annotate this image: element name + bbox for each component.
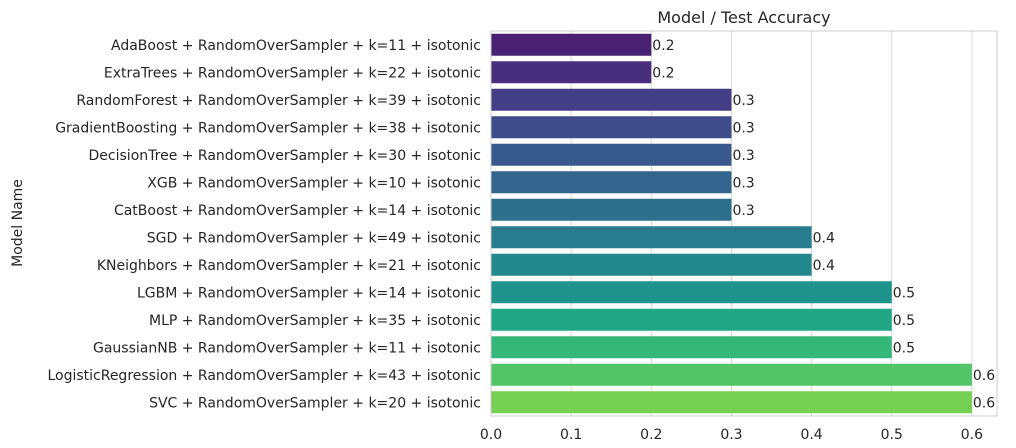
- value-label: 0.3: [732, 93, 754, 109]
- y-axis-label: Model Name: [10, 179, 26, 267]
- category-labels: AdaBoost + RandomOverSampler + k=11 + is…: [47, 38, 481, 412]
- bar: [491, 61, 652, 84]
- plot-frame: [490, 30, 998, 417]
- bar: [491, 363, 972, 386]
- value-label: 0.6: [973, 395, 995, 411]
- value-label: 0.6: [973, 368, 995, 384]
- bar: [491, 308, 892, 331]
- chart-title: Model / Test Accuracy: [657, 8, 830, 27]
- category-label: DecisionTree + RandomOverSampler + k=30 …: [89, 148, 481, 164]
- value-label: 0.3: [732, 203, 754, 219]
- x-tick-label: 0.2: [640, 427, 662, 443]
- category-label: SGD + RandomOverSampler + k=49 + isotoni…: [147, 230, 481, 246]
- x-tick-label: 0.3: [720, 427, 742, 443]
- bar: [491, 88, 732, 111]
- value-label: 0.2: [652, 65, 674, 81]
- bar: [491, 226, 812, 249]
- bar: [491, 253, 812, 276]
- value-label: 0.4: [813, 258, 835, 274]
- value-label: 0.3: [732, 148, 754, 164]
- category-label: ExtraTrees + RandomOverSampler + k=22 + …: [104, 65, 481, 81]
- x-tick-label: 0.0: [480, 427, 502, 443]
- category-label: AdaBoost + RandomOverSampler + k=11 + is…: [111, 38, 481, 54]
- bars: [491, 33, 972, 414]
- category-label: MLP + RandomOverSampler + k=35 + isotoni…: [149, 313, 481, 329]
- category-label: LGBM + RandomOverSampler + k=14 + isoton…: [137, 285, 481, 301]
- x-tick-label: 0.6: [961, 427, 983, 443]
- x-tick-label: 0.4: [800, 427, 822, 443]
- bar: [491, 391, 972, 414]
- category-label: SVC + RandomOverSampler + k=20 + isotoni…: [149, 395, 481, 411]
- category-label: KNeighbors + RandomOverSampler + k=21 + …: [97, 258, 481, 274]
- category-label: GaussianNB + RandomOverSampler + k=11 + …: [93, 340, 481, 356]
- x-tick-label: 0.5: [881, 427, 903, 443]
- bar: [491, 33, 652, 56]
- value-label: 0.5: [893, 313, 915, 329]
- x-tick-label: 0.1: [560, 427, 582, 443]
- category-label: LogisticRegression + RandomOverSampler +…: [47, 368, 481, 384]
- bar: [491, 198, 732, 221]
- bar: [491, 143, 732, 166]
- bar: [491, 281, 892, 304]
- value-label: 0.5: [893, 340, 915, 356]
- bar: [491, 116, 732, 139]
- bar: [491, 336, 892, 359]
- category-label: CatBoost + RandomOverSampler + k=14 + is…: [114, 203, 481, 219]
- value-label: 0.4: [813, 230, 835, 246]
- category-label: RandomForest + RandomOverSampler + k=39 …: [76, 93, 481, 109]
- value-label: 0.2: [652, 38, 674, 54]
- category-label: XGB + RandomOverSampler + k=10 + isotoni…: [147, 175, 481, 191]
- value-label: 0.5: [893, 285, 915, 301]
- bar: [491, 171, 732, 194]
- value-labels: 0.2 0.2 0.3 0.3 0.3 0.3 0.3 0.4 0.4 0.5 0.5 0.5 0.6 0…: [652, 38, 995, 412]
- x-tick-labels: 0.0 0.1 0.2 0.3 0.4 0.5 0.6: [480, 427, 983, 443]
- value-label: 0.3: [732, 120, 754, 136]
- value-label: 0.3: [732, 175, 754, 191]
- category-label: GradientBoosting + RandomOverSampler + k…: [55, 120, 481, 136]
